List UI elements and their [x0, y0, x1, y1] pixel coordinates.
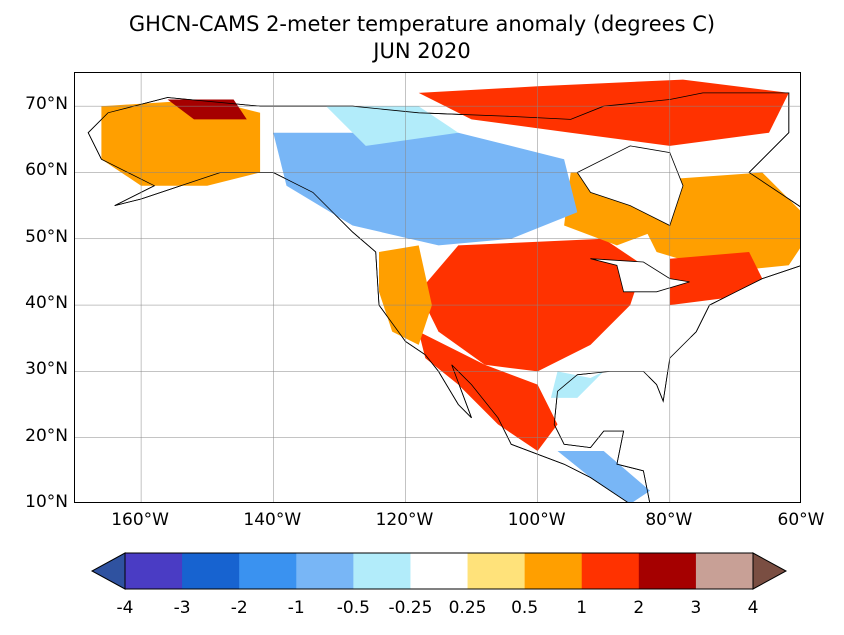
longitude-tick-label: 140°W: [243, 510, 302, 530]
colorbar-bin: [353, 553, 411, 589]
anomaly-region-gulf-coast-cool: [550, 371, 604, 398]
colorbar-under-arrow: [90, 552, 126, 590]
latitude-tick-label: 20°N: [25, 425, 68, 446]
anomaly-region-canada-arctic-warm: [418, 79, 789, 146]
latitude-tick-label: 50°N: [25, 226, 68, 247]
latitude-tick-label: 60°N: [25, 160, 68, 181]
longitude-tick-label: 100°W: [507, 510, 566, 530]
colorbar-tick-label: 1: [576, 598, 588, 618]
anomaly-region-central-america-cool: [557, 451, 650, 502]
colorbar-bin: [296, 553, 354, 589]
colorbar-tick-label: 3: [690, 598, 702, 618]
anomaly-region-west-canada-cool: [273, 132, 578, 246]
colorbar-tick-label: 2: [633, 598, 645, 618]
colorbar-bin: [524, 553, 583, 589]
colorbar-bin: [695, 553, 754, 589]
colorbar-tick-label: 4: [747, 598, 759, 618]
longitude-tick-label: 160°W: [111, 510, 169, 530]
map-canvas: [75, 73, 800, 502]
anomaly-region-northeast-us-hot: [669, 252, 763, 306]
colorbar-tick-label: 0.25: [448, 598, 487, 618]
colorbar-tick-label: -1: [287, 598, 305, 618]
colorbar-tick-label: -0.25: [388, 598, 433, 618]
colorbar-bin: [467, 553, 526, 589]
colorbar-bin: [581, 553, 640, 589]
map-panel: [74, 72, 801, 503]
anomaly-region-alaska-hot: [167, 99, 247, 120]
longitude-tick-label: 80°W: [645, 510, 693, 530]
longitude-tick-label: 120°W: [375, 510, 434, 530]
colorbar-tick-label: -2: [230, 598, 248, 618]
colorbar-bin: [125, 553, 183, 589]
chart-title: GHCN-CAMS 2-meter temperature anomaly (d…: [128, 12, 716, 36]
colorbar-bin: [410, 553, 469, 589]
colorbar-tick-label: -3: [173, 598, 191, 618]
latitude-tick-label: 40°N: [25, 293, 68, 314]
colorbar-tick-label: -4: [116, 598, 134, 618]
colorbar-over-arrow: [752, 552, 788, 590]
colorbar-tick-label: -0.5: [336, 598, 370, 618]
longitude-tick-label: 60°W: [777, 510, 825, 530]
anomaly-region-sw-us-mexico: [418, 331, 558, 451]
colorbar-bin: [638, 553, 697, 589]
hudson-bay: [576, 145, 684, 227]
colorbar-bin: [182, 553, 240, 589]
latitude-tick-label: 10°N: [25, 492, 68, 512]
latitude-tick-label: 70°N: [25, 94, 68, 115]
anomaly-region-nw-canada-cool: [326, 106, 459, 146]
great-lakes: [590, 258, 690, 293]
latitude-tick-label: 30°N: [25, 359, 68, 380]
coastline: [87, 92, 800, 502]
chart-subtitle: JUN 2020: [373, 39, 471, 63]
colorbar: [90, 552, 788, 590]
colorbar-bin: [239, 553, 297, 589]
colorbar-tick-label: 0.5: [511, 598, 539, 618]
